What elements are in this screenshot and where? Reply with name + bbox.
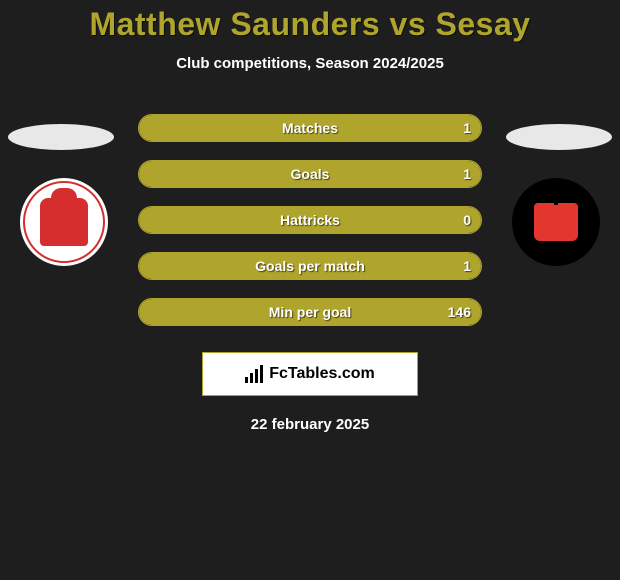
- stat-row: Min per goal 146: [138, 298, 482, 326]
- stat-label: Hattricks: [280, 212, 340, 228]
- stat-row: Goals per match 1: [138, 252, 482, 280]
- stat-label: Goals: [291, 166, 330, 182]
- stat-value-right: 1: [463, 258, 471, 274]
- page-title: Matthew Saunders vs Sesay: [0, 6, 620, 43]
- subtitle: Club competitions, Season 2024/2025: [0, 55, 620, 72]
- stat-row: Hattricks 0: [138, 206, 482, 234]
- stat-label: Goals per match: [255, 258, 365, 274]
- content-wrapper: Matthew Saunders vs Sesay Club competiti…: [0, 0, 620, 433]
- stat-value-right: 146: [448, 304, 471, 320]
- stat-fill-left: [139, 207, 293, 233]
- stats-chart: Matches 1 Goals 1 Hattricks 0 Goals per match 1…: [0, 114, 620, 326]
- brand-bars-icon: [245, 365, 263, 383]
- date-label: 22 february 2025: [0, 416, 620, 433]
- stat-value-right: 1: [463, 120, 471, 136]
- brand-label: FcTables.com: [269, 365, 375, 383]
- stat-row: Goals 1: [138, 160, 482, 188]
- stat-fill-left: [139, 115, 293, 141]
- stat-label: Min per goal: [269, 304, 351, 320]
- stat-value-right: 0: [463, 212, 471, 228]
- stat-value-right: 1: [463, 166, 471, 182]
- stat-fill-left: [139, 161, 293, 187]
- stat-label: Matches: [282, 120, 338, 136]
- stat-row: Matches 1: [138, 114, 482, 142]
- brand-box[interactable]: FcTables.com: [202, 352, 418, 396]
